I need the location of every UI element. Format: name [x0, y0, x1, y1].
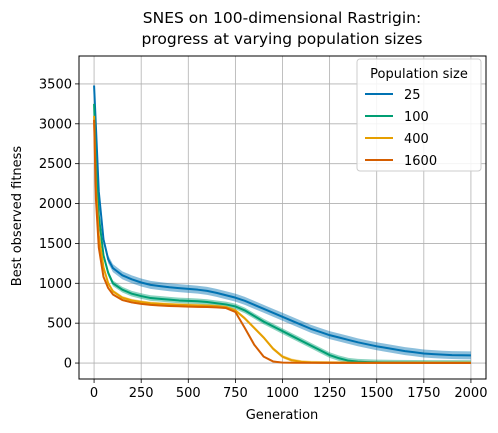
x-tick-label: 750: [223, 386, 248, 401]
x-tick-label: 1500: [360, 386, 393, 401]
y-tick-label: 2000: [39, 197, 72, 212]
x-tick-label: 0: [90, 386, 98, 401]
legend-box: [356, 58, 482, 172]
y-axis-ticks: 0 500 1000 1500 2000 2500 3000 3500: [39, 77, 79, 372]
chart-title-line-2: progress at varying population sizes: [142, 30, 423, 48]
legend-label-100: 100: [404, 110, 429, 125]
series-line-100: [93, 103, 471, 364]
x-tick-label: 1250: [313, 386, 346, 401]
legend-title: Population size: [370, 67, 468, 82]
chart-title-line-1: SNES on 100-dimensional Rastrigin:: [143, 9, 421, 27]
x-tick-label: 1750: [407, 386, 440, 401]
x-tick-label: 500: [176, 386, 201, 401]
y-tick-label: 0: [64, 357, 72, 372]
y-tick-label: 2500: [39, 157, 72, 172]
confidence-bands: [94, 81, 471, 364]
legend: Population size 25 100 400 1600: [356, 58, 482, 172]
legend-label-1600: 1600: [404, 154, 437, 169]
x-tick-label: 2000: [454, 386, 487, 401]
y-tick-label: 1000: [39, 277, 72, 292]
y-tick-label: 3000: [39, 117, 72, 132]
y-tick-label: 3500: [39, 77, 72, 92]
y-axis-label: Best observed fitness: [10, 146, 25, 287]
series-line-25: [93, 85, 471, 357]
series-line-1600: [93, 119, 471, 364]
x-tick-label: 250: [129, 386, 154, 401]
x-axis-ticks: 0 250 500 750 1000 1250 1500 1750 2000: [90, 379, 487, 401]
series-lines: [93, 85, 471, 364]
y-tick-label: 1500: [39, 237, 72, 252]
legend-label-400: 400: [404, 132, 429, 147]
series-band-25: [94, 81, 471, 360]
legend-items: 25 100 400 1600: [365, 88, 437, 169]
x-tick-label: 1000: [266, 386, 299, 401]
legend-label-25: 25: [404, 88, 421, 103]
x-axis-label: Generation: [246, 408, 319, 423]
y-tick-label: 500: [47, 317, 72, 332]
